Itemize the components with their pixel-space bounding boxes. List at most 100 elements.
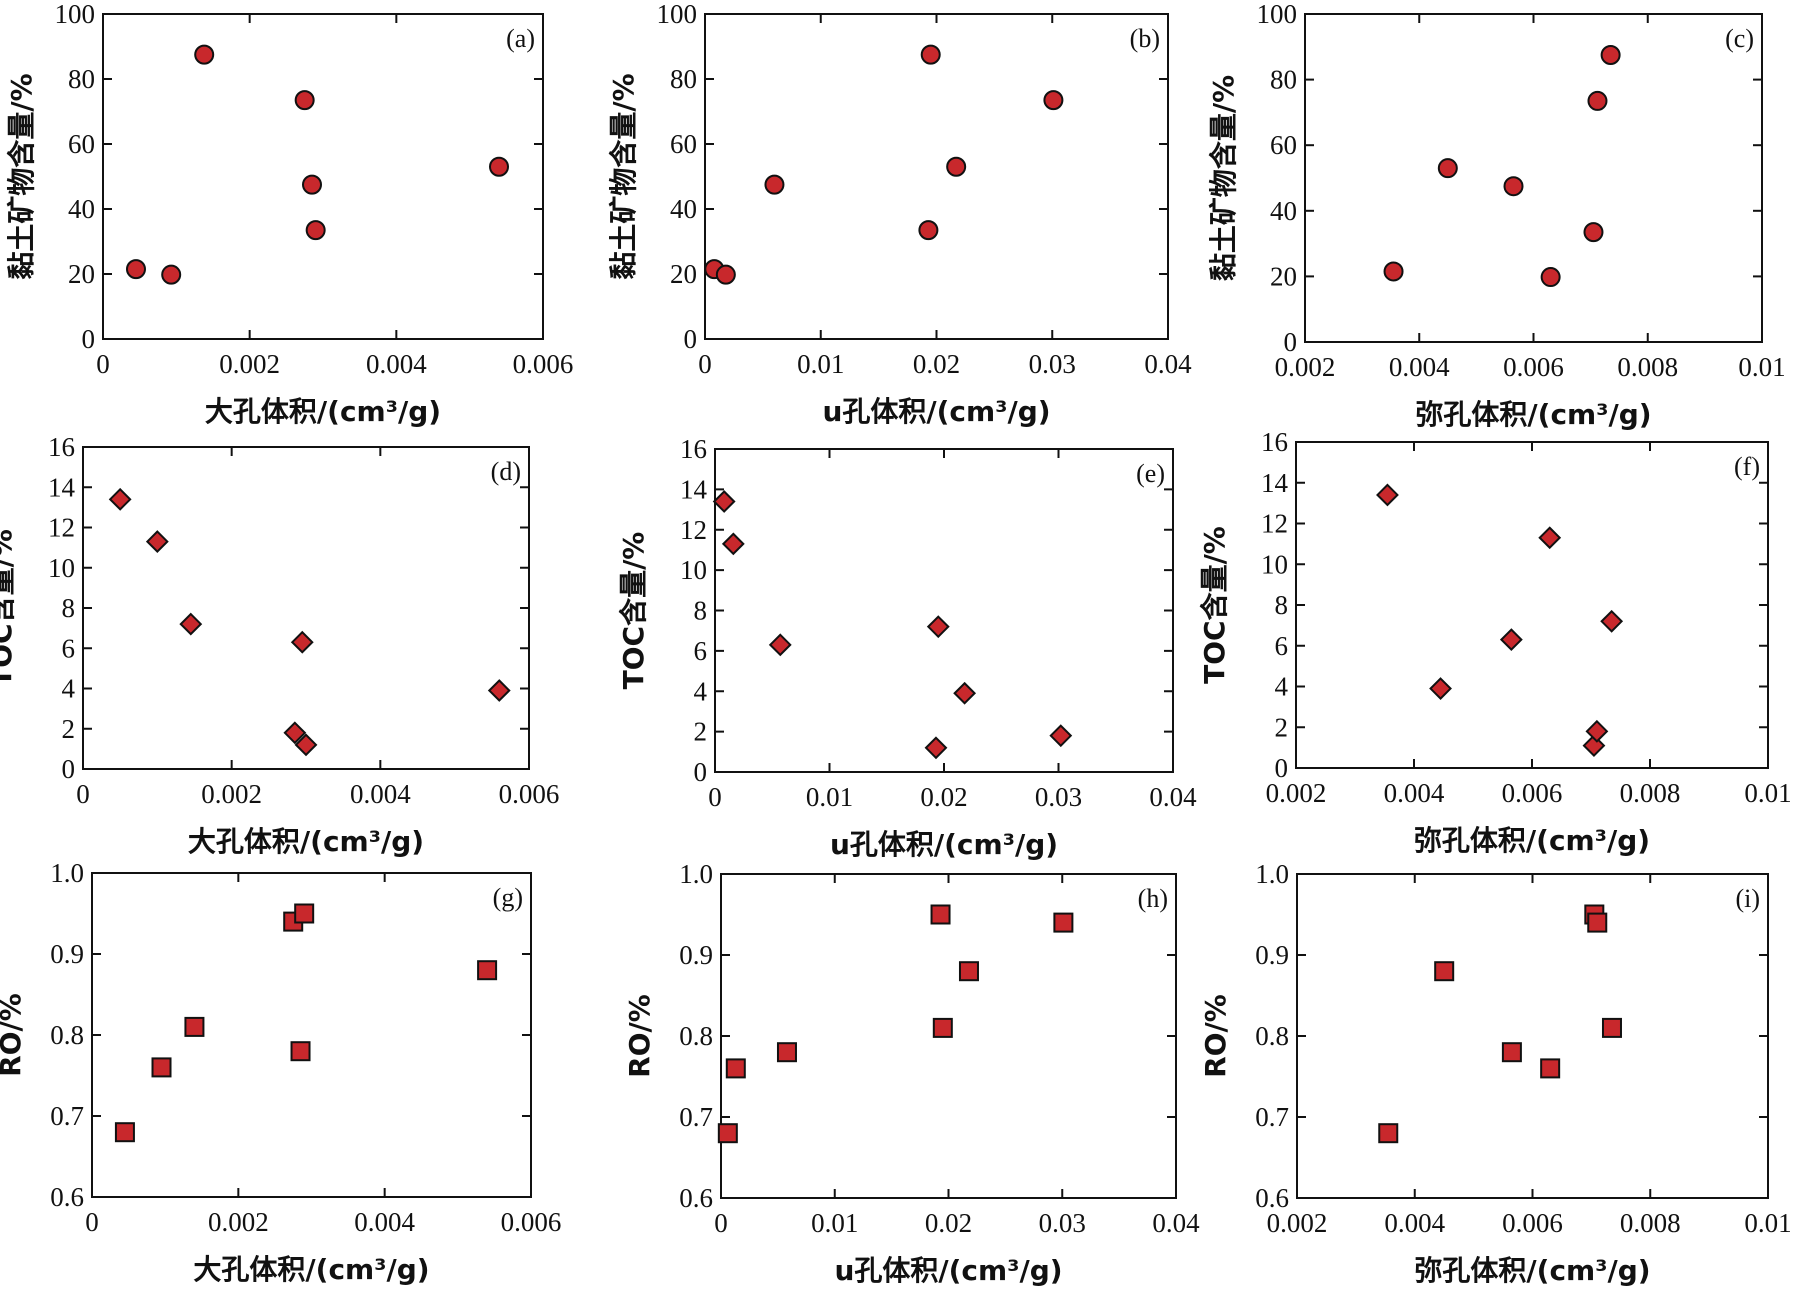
y-tick-label: 2 bbox=[1275, 712, 1289, 742]
y-tick-label: 10 bbox=[48, 553, 75, 583]
y-tick-label: 10 bbox=[680, 555, 707, 585]
x-tick-label: 0.04 bbox=[1149, 782, 1197, 812]
y-tick-label: 16 bbox=[1261, 427, 1288, 457]
panel-tag: (h) bbox=[1138, 884, 1168, 913]
plot-frame bbox=[1295, 441, 1769, 769]
y-tick-label: 16 bbox=[680, 434, 707, 464]
x-tick-label: 0.006 bbox=[499, 779, 560, 809]
y-tick-label: 0.8 bbox=[679, 1021, 713, 1051]
data-point bbox=[958, 961, 979, 982]
y-tick-label: 6 bbox=[1275, 631, 1289, 661]
x-tick-label: 0.004 bbox=[1384, 1208, 1445, 1238]
x-axis-label: u孔体积/(cm³/g) bbox=[834, 1254, 1062, 1287]
plot-frame bbox=[1304, 13, 1763, 343]
data-point bbox=[764, 174, 785, 195]
y-tick-label: 6 bbox=[62, 633, 76, 663]
y-tick-label: 8 bbox=[694, 596, 708, 626]
y-tick-label: 4 bbox=[62, 674, 76, 704]
y-tick-label: 6 bbox=[694, 636, 708, 666]
data-point bbox=[721, 532, 745, 556]
data-point bbox=[1434, 961, 1455, 982]
data-point bbox=[290, 630, 314, 654]
x-tick-label: 0.04 bbox=[1152, 1208, 1200, 1238]
x-tick-label: 0 bbox=[708, 782, 722, 812]
y-tick-label: 80 bbox=[1270, 65, 1297, 95]
x-axis-label: 弥孔体积/(cm³/g) bbox=[1415, 398, 1651, 431]
x-tick-label: 0.01 bbox=[1744, 778, 1791, 808]
y-tick-label: 1.0 bbox=[1255, 859, 1289, 889]
panel-tag: (i) bbox=[1735, 884, 1760, 913]
y-tick-label: 0.8 bbox=[50, 1020, 84, 1050]
data-point bbox=[768, 633, 792, 657]
x-axis-label: 弥孔体积/(cm³/g) bbox=[1414, 824, 1650, 857]
y-tick-label: 100 bbox=[1257, 0, 1298, 29]
y-tick-label: 4 bbox=[694, 676, 708, 706]
data-point bbox=[918, 220, 939, 241]
x-axis-label: 大孔体积/(cm³/g) bbox=[188, 825, 424, 858]
chart-panel-e: 0 0.01 0.02 0.03 0.04 0 2 4 6 8 10 12 14 16 (e) u孔体积/(c… bbox=[617, 434, 1197, 861]
y-tick-label: 60 bbox=[68, 129, 95, 159]
data-point bbox=[151, 1057, 172, 1078]
panel-tag: (d) bbox=[491, 457, 521, 486]
data-point bbox=[1429, 677, 1452, 700]
y-axis-label: 黏土矿物含量/% bbox=[5, 73, 38, 279]
chart-panel-h: 0 0.01 0.02 0.03 0.04 0.6 0.7 0.8 0.9 1.0 (h) u孔体积/… bbox=[623, 859, 1200, 1287]
y-tick-label: 10 bbox=[1261, 549, 1288, 579]
plot-frame bbox=[82, 446, 530, 770]
y-tick-label: 0 bbox=[1284, 327, 1298, 357]
data-point bbox=[1501, 1042, 1522, 1063]
y-axis-label: 黏土矿物含量/% bbox=[1207, 75, 1240, 281]
plot-frame bbox=[1296, 873, 1769, 1199]
panel-tag: (e) bbox=[1136, 459, 1165, 488]
y-tick-label: 0.7 bbox=[679, 1102, 713, 1132]
data-point bbox=[184, 1016, 205, 1037]
y-tick-label: 0 bbox=[1275, 753, 1289, 783]
data-point bbox=[776, 1042, 797, 1063]
data-point bbox=[1043, 90, 1064, 111]
data-point bbox=[1383, 261, 1404, 282]
x-tick-label: 0 bbox=[85, 1207, 99, 1237]
y-tick-label: 40 bbox=[670, 194, 697, 224]
x-tick-label: 0 bbox=[698, 349, 712, 379]
data-point bbox=[145, 530, 169, 554]
x-tick-label: 0 bbox=[76, 779, 90, 809]
y-tick-label: 40 bbox=[68, 194, 95, 224]
y-tick-label: 14 bbox=[680, 474, 708, 504]
x-tick-label: 0.006 bbox=[1503, 352, 1564, 382]
y-tick-label: 4 bbox=[1275, 672, 1289, 702]
x-tick-label: 0.006 bbox=[1502, 1208, 1563, 1238]
data-point bbox=[1376, 483, 1399, 507]
y-tick-label: 0.7 bbox=[1255, 1102, 1289, 1132]
data-point bbox=[1499, 628, 1523, 652]
x-tick-label: 0.002 bbox=[1275, 352, 1336, 382]
y-tick-label: 0 bbox=[82, 324, 96, 354]
x-tick-label: 0.008 bbox=[1620, 1208, 1681, 1238]
data-point bbox=[108, 487, 132, 511]
chart-panel-f: 0.002 0.004 0.006 0.008 0.01 0 2 4 6 8 10 12 14 16 (f)… bbox=[1198, 427, 1792, 857]
y-tick-label: 0.6 bbox=[679, 1183, 713, 1213]
y-tick-label: 0.8 bbox=[1255, 1021, 1289, 1051]
y-tick-label: 14 bbox=[48, 472, 76, 502]
data-point bbox=[924, 736, 948, 760]
x-axis-label: 大孔体积/(cm³/g) bbox=[193, 1253, 429, 1286]
y-tick-label: 0.9 bbox=[1255, 940, 1289, 970]
y-axis-label: TOC含量/% bbox=[617, 532, 650, 690]
y-tick-label: 20 bbox=[68, 259, 95, 289]
data-point bbox=[1587, 90, 1608, 111]
y-tick-label: 8 bbox=[1275, 590, 1289, 620]
data-point bbox=[1601, 1017, 1622, 1038]
y-tick-label: 2 bbox=[694, 717, 708, 747]
panel-tag: (f) bbox=[1734, 452, 1760, 481]
data-point bbox=[725, 1058, 746, 1079]
data-point bbox=[953, 681, 977, 705]
y-tick-label: 12 bbox=[1261, 509, 1288, 539]
y-axis-label: TOC含量/% bbox=[0, 529, 18, 687]
y-tick-label: 20 bbox=[670, 259, 697, 289]
x-tick-label: 0 bbox=[714, 1208, 728, 1238]
data-point bbox=[1049, 724, 1073, 748]
x-tick-label: 0.004 bbox=[366, 349, 427, 379]
x-tick-label: 0.01 bbox=[811, 1208, 858, 1238]
chart-panel-c: 0.002 0.004 0.006 0.008 0.01 0 20 40 60 80 100 (c) 弥… bbox=[1207, 0, 1786, 431]
x-tick-label: 0.01 bbox=[1738, 352, 1785, 382]
